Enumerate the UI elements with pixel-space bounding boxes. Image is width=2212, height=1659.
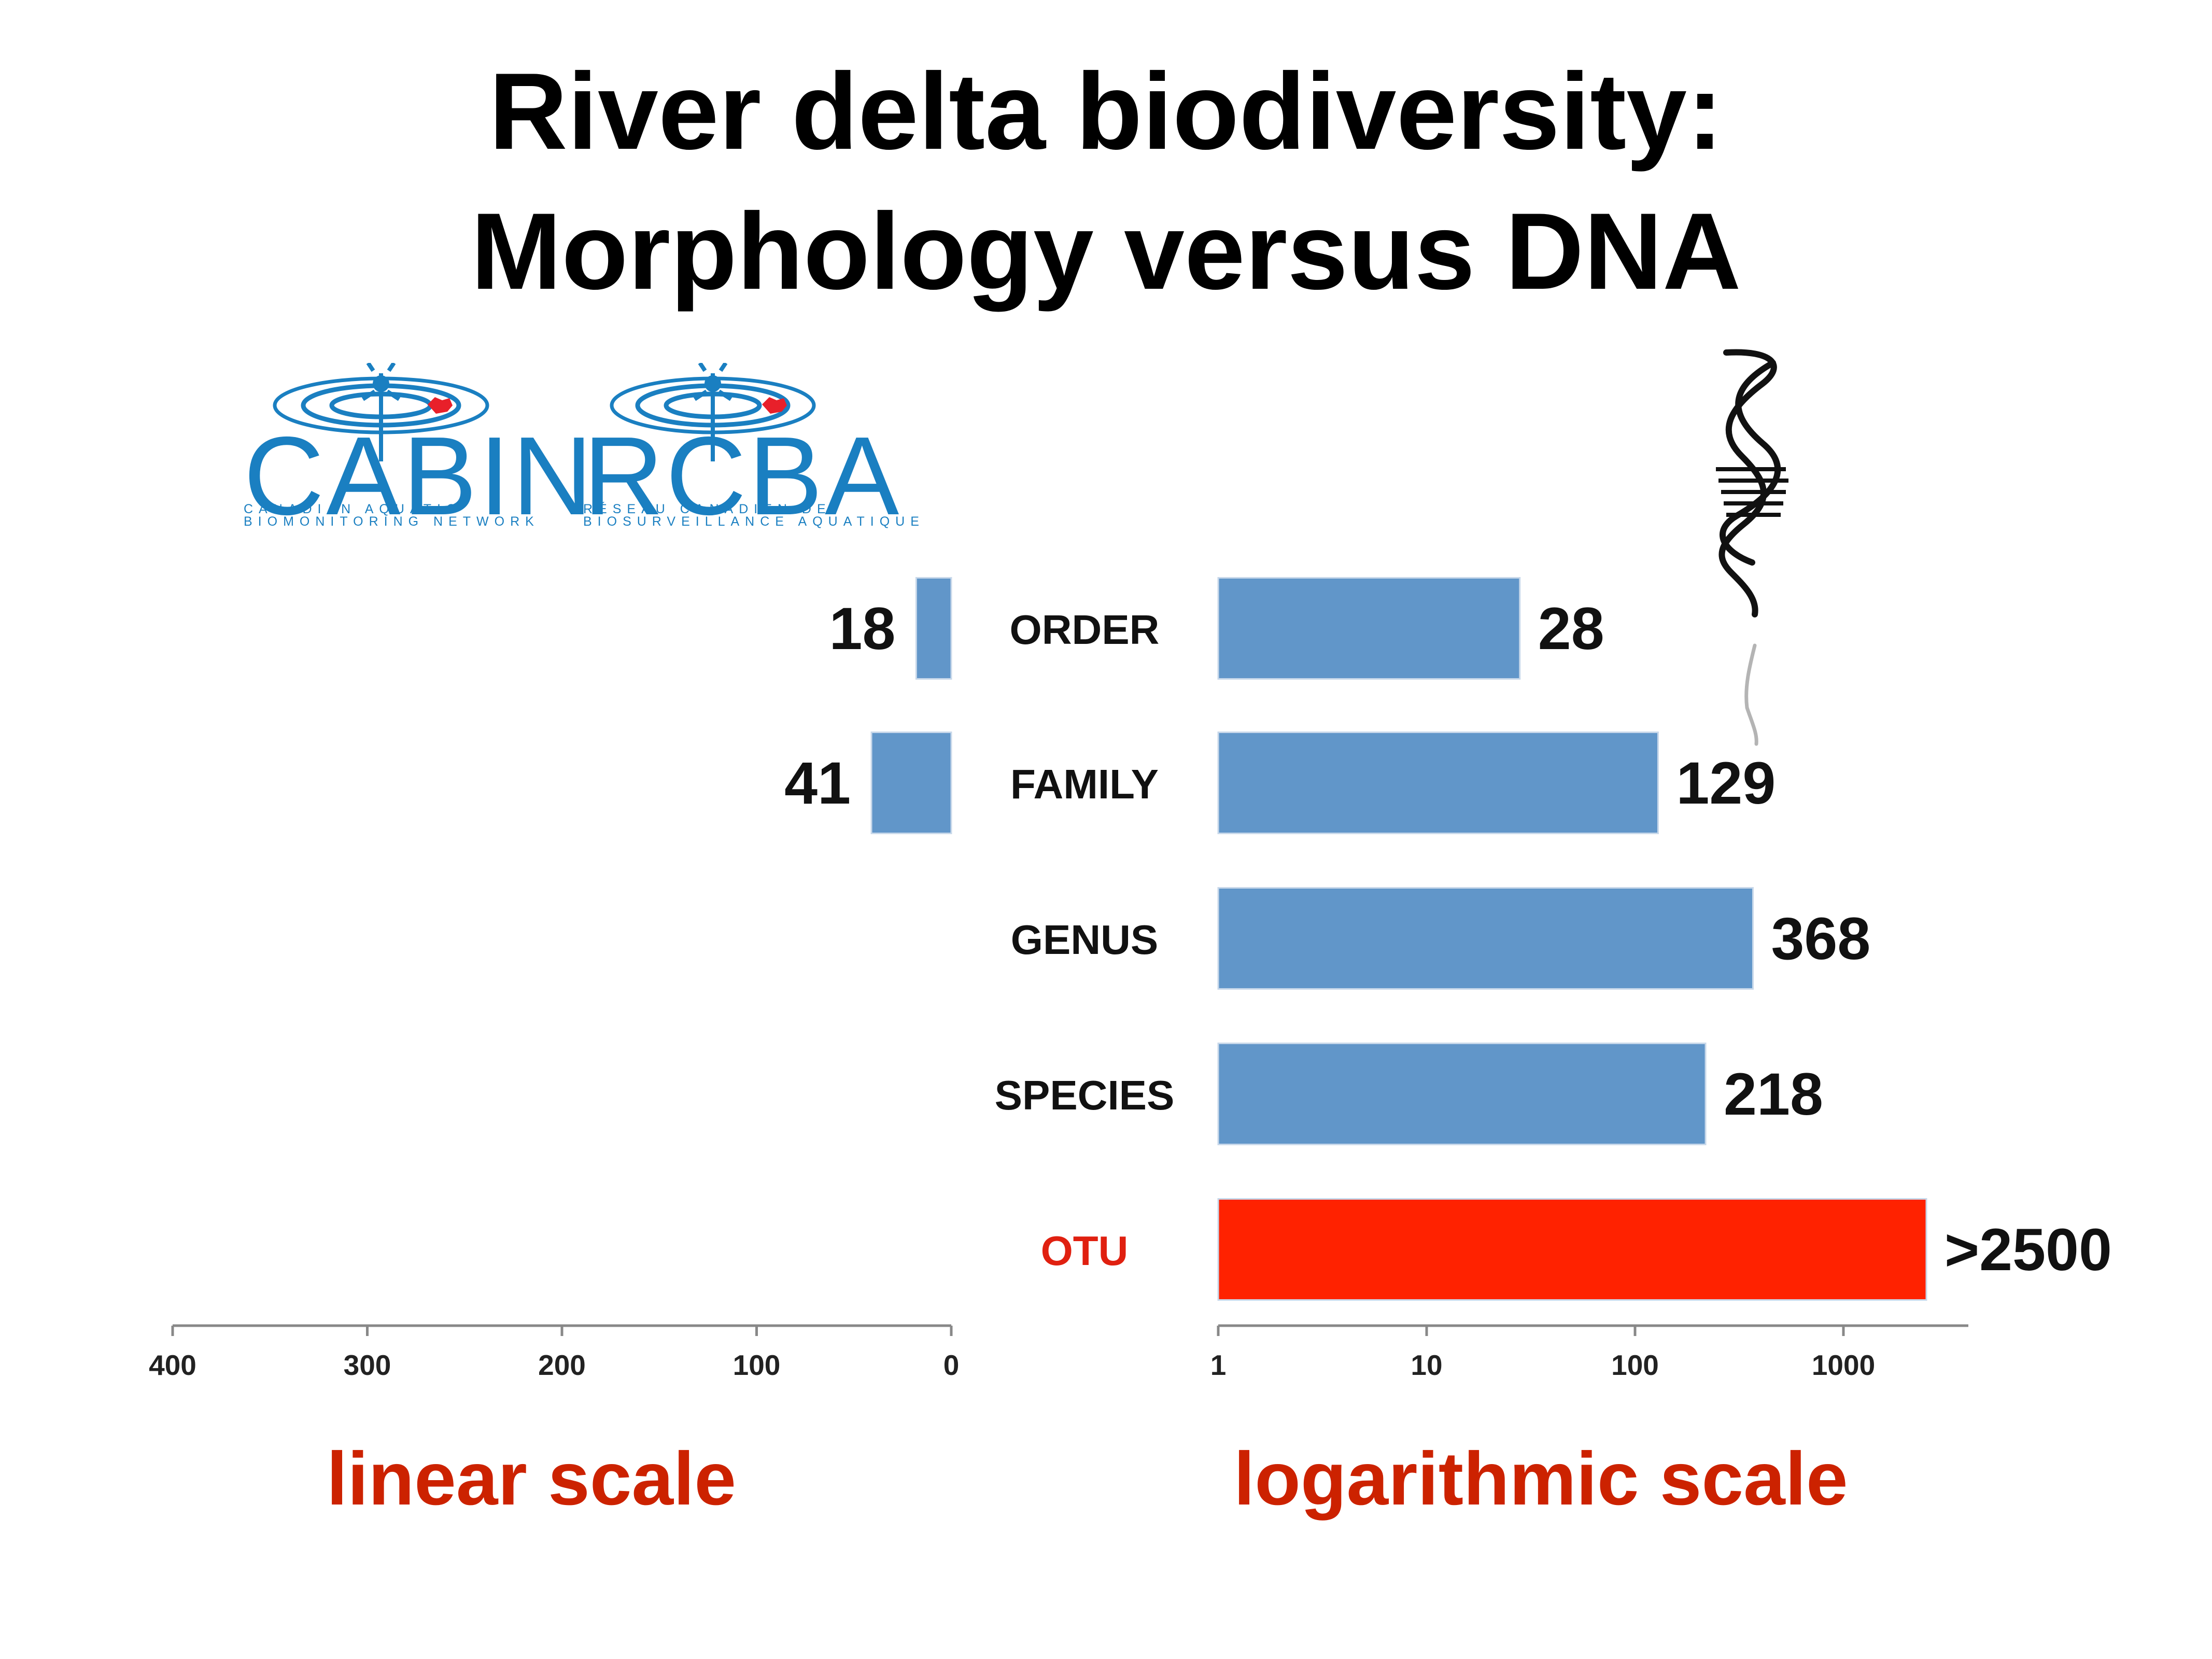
- log-bar-species: [1217, 1043, 1707, 1145]
- category-label-family: FAMILY: [1010, 761, 1159, 807]
- log-value-label-species: 218: [1724, 1061, 1823, 1128]
- linear-tick-label-0: 0: [943, 1349, 960, 1381]
- cabin-logo-subtitle-2: BIOMONITORING NETWORK: [244, 514, 540, 529]
- linear-tick-label-100: 100: [733, 1349, 781, 1381]
- log-value-label-otu: >2500: [1945, 1217, 2112, 1283]
- category-label-species: SPECIES: [995, 1072, 1175, 1118]
- log-tick-label-10: 10: [1411, 1349, 1442, 1381]
- log-value-label-order: 28: [1538, 596, 1604, 662]
- linear-tick-label-200: 200: [538, 1349, 586, 1381]
- linear-bar-order: [915, 577, 952, 680]
- rcba-logo-waves-icon: [610, 363, 816, 461]
- dna-helix-icon: [1716, 349, 1788, 746]
- linear-tick-label-300: 300: [344, 1349, 391, 1381]
- linear-scale-label: linear scale: [327, 1437, 736, 1521]
- linear-value-label-order: 18: [829, 596, 895, 662]
- rcba-logo-subtitle-1: RÉSEAU CANADIEN DE: [583, 502, 832, 516]
- log-value-label-family: 129: [1676, 750, 1776, 817]
- category-label-genus: GENUS: [1011, 917, 1159, 963]
- cabin-logo-subtitle-1: CANADIAN AQUATIC: [244, 502, 462, 516]
- log-bar-genus: [1217, 887, 1754, 990]
- cabin-logo-waves-icon: [273, 363, 489, 461]
- log-tick-label-1000: 1000: [1812, 1349, 1875, 1381]
- page-title-line-1: River delta biodiversity:: [489, 50, 1723, 172]
- linear-value-label-family: 41: [784, 750, 851, 817]
- page-title-line-2: Morphology versus DNA: [471, 190, 1741, 312]
- log-tick-label-100: 100: [1611, 1349, 1659, 1381]
- log-bar-family: [1217, 732, 1659, 834]
- log-tick-label-1: 1: [1210, 1349, 1227, 1381]
- linear-bar-family: [870, 732, 952, 834]
- log-bar-order: [1217, 577, 1521, 680]
- category-label-otu: OTU: [1041, 1228, 1129, 1274]
- log-scale-label: logarithmic scale: [1234, 1437, 1848, 1521]
- linear-tick-label-400: 400: [149, 1349, 196, 1381]
- log-value-label-genus: 368: [1771, 906, 1870, 972]
- log-bar-otu: [1217, 1198, 1927, 1301]
- category-label-order: ORDER: [1010, 607, 1160, 653]
